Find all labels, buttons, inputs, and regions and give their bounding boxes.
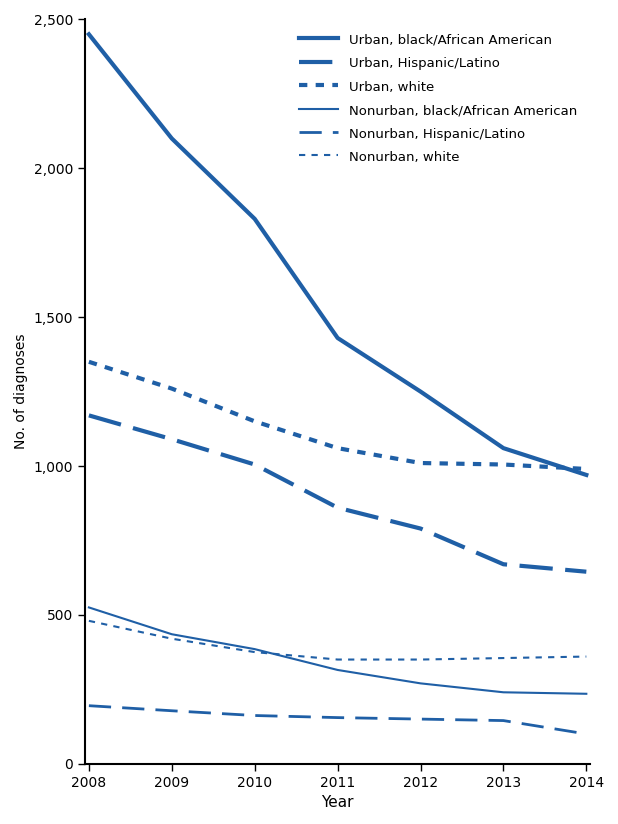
Urban, black/African American [500, 443, 507, 453]
Urban, Hispanic/Latino [583, 567, 590, 577]
Urban, white [500, 460, 507, 470]
Line: Nonurban, black/African American: Nonurban, black/African American [89, 607, 586, 694]
Line: Urban, black/African American: Urban, black/African American [89, 35, 586, 475]
X-axis label: Year: Year [321, 795, 354, 810]
Urban, Hispanic/Latino [334, 503, 341, 513]
Nonurban, Hispanic/Latino [417, 714, 424, 724]
Nonurban, white [168, 634, 176, 644]
Nonurban, Hispanic/Latino [500, 715, 507, 725]
Nonurban, Hispanic/Latino [583, 729, 590, 739]
Nonurban, black/African American [334, 665, 341, 675]
Y-axis label: No. of diagnoses: No. of diagnoses [14, 334, 28, 449]
Urban, black/African American [583, 470, 590, 480]
Line: Nonurban, white: Nonurban, white [89, 620, 586, 659]
Urban, Hispanic/Latino [168, 434, 176, 444]
Nonurban, Hispanic/Latino [251, 710, 258, 720]
Nonurban, white [500, 653, 507, 663]
Urban, black/African American [85, 30, 93, 40]
Nonurban, white [85, 616, 93, 625]
Urban, Hispanic/Latino [500, 559, 507, 569]
Nonurban, white [251, 647, 258, 657]
Legend: Urban, black/African American, Urban, Hispanic/Latino, Urban, white, Nonurban, b: Urban, black/African American, Urban, Hi… [292, 26, 584, 171]
Urban, white [251, 416, 258, 426]
Urban, Hispanic/Latino [251, 460, 258, 470]
Line: Nonurban, Hispanic/Latino: Nonurban, Hispanic/Latino [89, 705, 586, 734]
Nonurban, black/African American [583, 689, 590, 699]
Nonurban, black/African American [417, 678, 424, 688]
Line: Urban, Hispanic/Latino: Urban, Hispanic/Latino [89, 415, 586, 572]
Urban, white [85, 357, 93, 367]
Nonurban, Hispanic/Latino [334, 713, 341, 723]
Nonurban, Hispanic/Latino [85, 700, 93, 710]
Urban, Hispanic/Latino [85, 410, 93, 420]
Line: Urban, white: Urban, white [89, 362, 586, 469]
Nonurban, black/African American [251, 644, 258, 654]
Urban, white [334, 443, 341, 453]
Nonurban, Hispanic/Latino [168, 706, 176, 716]
Nonurban, white [334, 654, 341, 664]
Urban, white [168, 384, 176, 394]
Nonurban, white [583, 652, 590, 662]
Nonurban, black/African American [85, 602, 93, 612]
Urban, black/African American [168, 133, 176, 143]
Urban, black/African American [251, 214, 258, 224]
Nonurban, black/African American [168, 630, 176, 639]
Urban, white [583, 464, 590, 474]
Urban, black/African American [417, 386, 424, 396]
Urban, white [417, 458, 424, 468]
Nonurban, white [417, 654, 424, 664]
Urban, Hispanic/Latino [417, 523, 424, 533]
Urban, black/African American [334, 333, 341, 343]
Nonurban, black/African American [500, 687, 507, 697]
